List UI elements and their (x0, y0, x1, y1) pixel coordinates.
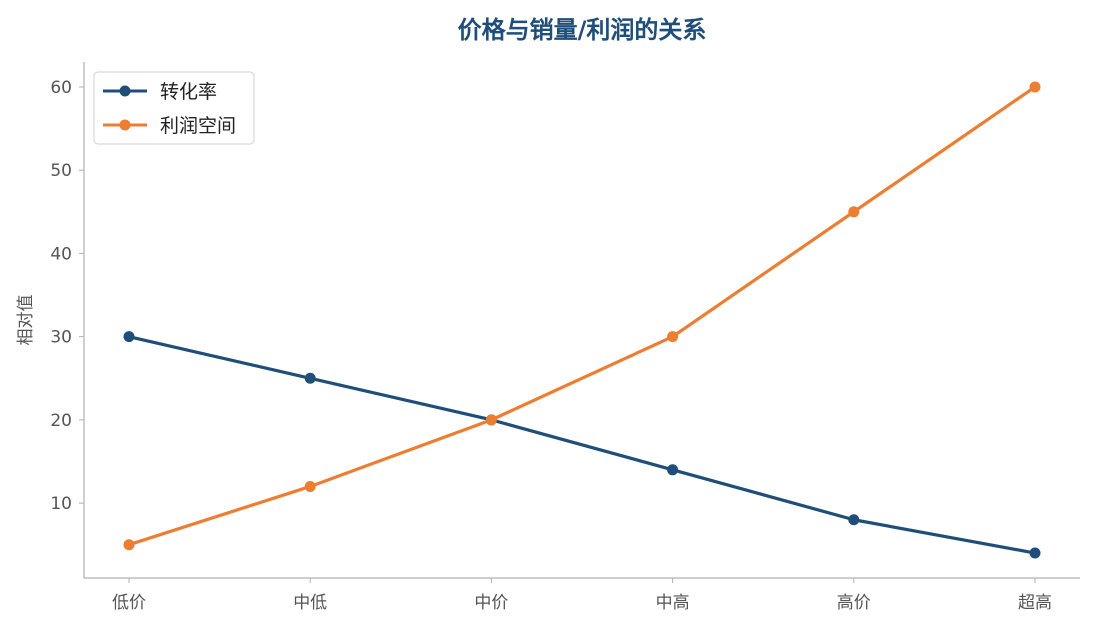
series-line (128, 85, 1036, 547)
data-point (1029, 547, 1041, 559)
data-point (667, 464, 679, 476)
x-tick-label: 超高 (1018, 593, 1052, 613)
legend-marker-conversion (119, 85, 131, 97)
y-tick-label: 60 (50, 78, 72, 98)
data-point (848, 206, 860, 218)
x-axis-ticks: 低价 中低 中价 中高 高价 超高 (112, 578, 1052, 613)
legend-label-conversion: 转化率 (160, 81, 217, 103)
legend-marker-profit (119, 119, 131, 131)
data-point (123, 539, 135, 551)
data-point (848, 514, 860, 526)
series-line (128, 335, 1036, 555)
data-point (304, 480, 316, 492)
series-1 (123, 81, 1041, 551)
y-tick-label: 40 (50, 244, 72, 264)
x-tick-label: 中价 (474, 593, 508, 613)
x-tick-label: 中低 (293, 593, 327, 613)
data-point (1029, 81, 1041, 93)
data-point (485, 414, 497, 426)
x-tick-label: 高价 (837, 593, 871, 613)
data-point (304, 372, 316, 384)
y-tick-label: 30 (50, 328, 72, 348)
legend-label-profit: 利润空间 (160, 115, 236, 137)
axes (83, 62, 1080, 579)
y-tick-label: 50 (50, 161, 72, 181)
data-point (667, 331, 679, 343)
x-tick-label: 低价 (112, 593, 146, 613)
chart-title: 价格与销量/利润的关系 (458, 16, 707, 44)
y-tick-label: 20 (50, 411, 72, 431)
legend: 转化率 利润空间 (93, 71, 255, 145)
series-lines (123, 81, 1041, 559)
y-tick-label: 10 (50, 494, 72, 514)
series-0 (123, 331, 1041, 559)
y-axis-label: 相对值 (16, 295, 36, 346)
data-point (123, 331, 135, 343)
x-tick-label: 中高 (656, 593, 690, 613)
y-axis-ticks: 10 20 30 40 50 60 (50, 78, 84, 514)
